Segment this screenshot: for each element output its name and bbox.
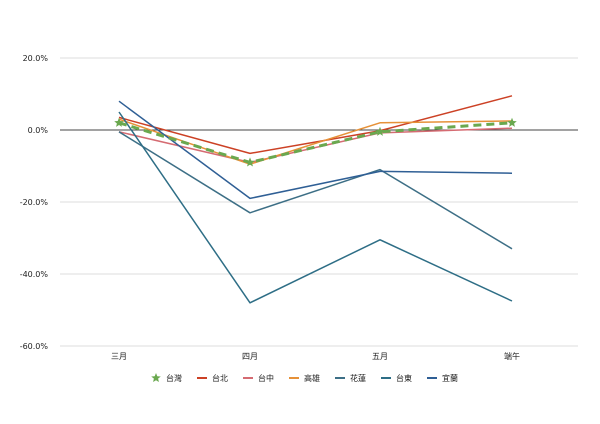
data-point-star: [375, 126, 385, 136]
legend-label: 高雄: [304, 373, 320, 383]
legend-star-icon: [151, 373, 161, 383]
legend-label: 台中: [258, 373, 274, 383]
legend-item-高雄[interactable]: 高雄: [289, 373, 320, 383]
legend-item-台中[interactable]: 台中: [243, 373, 274, 383]
x-tick-label: 端午: [504, 351, 520, 361]
legend-label: 台灣: [166, 373, 182, 383]
legend-item-台灣[interactable]: 台灣: [151, 373, 182, 383]
series-line-宜蘭: [118, 100, 513, 200]
x-tick-label: 五月: [372, 352, 388, 361]
data-point-star: [114, 117, 124, 127]
legend-item-宜蘭[interactable]: 宜蘭: [427, 373, 458, 383]
legend-item-台北[interactable]: 台北: [197, 373, 228, 383]
series-line-花蓮: [118, 131, 513, 250]
legend: 台灣 台北 台中 高雄 花蓮 台東 宜蘭: [151, 373, 458, 383]
series-line-台東: [118, 111, 513, 304]
legend-label: 台東: [396, 373, 412, 383]
legend-label: 花蓮: [350, 373, 366, 383]
legend-label: 宜蘭: [442, 373, 458, 383]
y-tick-label: -20.0%: [20, 198, 49, 207]
legend-item-台東[interactable]: 台東: [381, 373, 412, 383]
legend-label: 台北: [212, 373, 228, 383]
y-tick-label: -60.0%: [20, 342, 49, 351]
y-tick-label: 20.0%: [23, 54, 49, 63]
series-line-台北: [118, 95, 513, 155]
series-lines: [114, 95, 517, 304]
data-point-star: [245, 157, 255, 167]
series-line-台灣: [118, 121, 513, 164]
x-tick-label: 三月: [111, 352, 127, 361]
y-tick-label: -40.0%: [20, 270, 49, 279]
data-point-star: [507, 117, 517, 127]
y-tick-label: 0.0%: [28, 126, 49, 135]
gridlines: [60, 57, 578, 347]
x-tick-label: 四月: [242, 352, 258, 361]
series-line-台中: [118, 127, 513, 164]
legend-item-花蓮[interactable]: 花蓮: [335, 373, 366, 383]
